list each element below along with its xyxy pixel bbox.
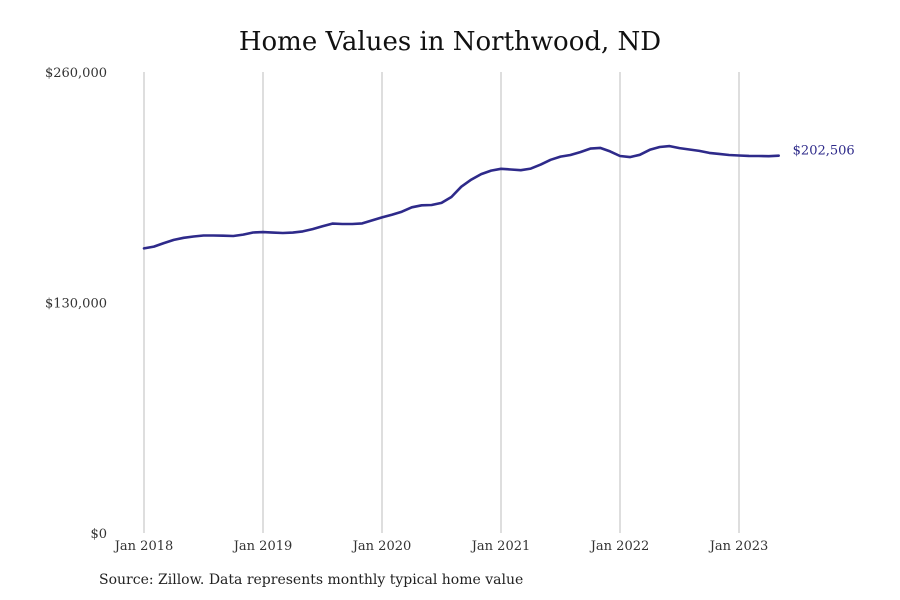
y-tick-label: $0 [90,527,107,542]
end-value-label: $202,506 [793,144,855,159]
x-tick-label: Jan 2020 [351,539,412,554]
gridlines [143,72,740,533]
x-tick-label: Jan 2018 [113,539,174,554]
x-tick-label: Jan 2022 [589,539,650,554]
x-tick-label: Jan 2019 [232,539,293,554]
x-tick-label: Jan 2021 [470,539,531,554]
y-tick-label: $260,000 [45,66,107,81]
source-note: Source: Zillow. Data represents monthly … [99,572,524,588]
y-tick-label: $130,000 [45,297,107,312]
x-axis-ticks: Jan 2018 Jan 2019 Jan 2020 Jan 2021 Jan 2022… [113,539,769,554]
x-tick-label: Jan 2023 [708,539,769,554]
series-line-home-value [142,144,780,250]
y-axis-ticks: $0 $130,000 $260,000 [45,66,107,542]
chart-title: Home Values in Northwood, ND [238,27,662,57]
